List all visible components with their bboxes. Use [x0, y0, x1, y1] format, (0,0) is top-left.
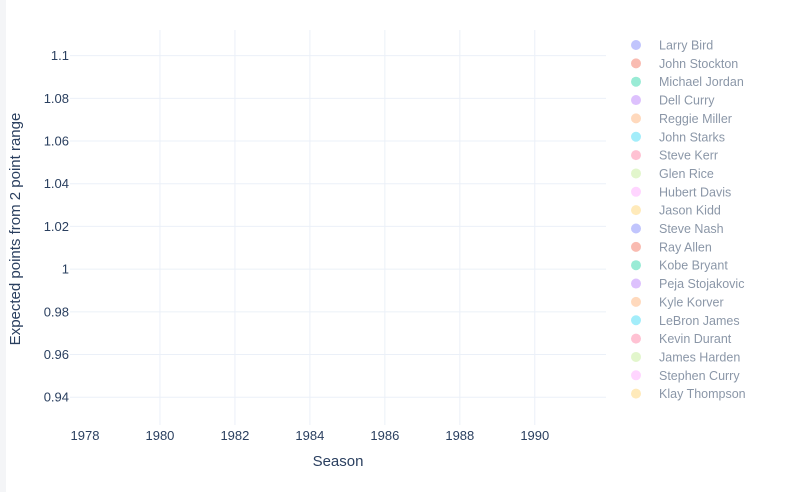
legend-item[interactable]: Hubert Davis	[631, 185, 731, 199]
legend-label: Reggie Miller	[659, 112, 732, 126]
legend-marker	[631, 168, 641, 179]
legend-label: Stephen Curry	[659, 369, 740, 383]
legend-marker	[631, 150, 641, 161]
y-tick-label: 1	[62, 262, 69, 277]
legend-marker	[631, 296, 641, 307]
legend-item[interactable]: Steve Kerr	[631, 149, 718, 163]
legend-marker	[631, 131, 641, 142]
y-tick-label: 1.06	[44, 134, 69, 149]
legend-item[interactable]: Steve Nash	[631, 222, 724, 236]
x-tick-label: 1978	[71, 428, 100, 443]
page-edge	[0, 0, 6, 492]
x-axis-title: Season	[313, 453, 364, 470]
y-tick-label: 1.08	[44, 91, 69, 106]
legend-item[interactable]: Stephen Curry	[631, 369, 740, 383]
legend-label: Michael Jordan	[659, 75, 744, 89]
legend-label: Klay Thompson	[659, 387, 746, 401]
legend-label: James Harden	[659, 350, 740, 364]
legend-label: Kyle Korver	[659, 295, 724, 309]
legend-label: Hubert Davis	[659, 185, 731, 199]
legend-marker	[631, 351, 641, 362]
legend-label: Dell Curry	[659, 94, 715, 108]
y-axis-ticks: 0.94 0.96 0.98 1 1.02 1.04 1.06 1.08 1.1	[44, 48, 69, 405]
legend-marker	[631, 40, 641, 50]
y-tick-label: 1.02	[44, 219, 69, 234]
legend-label: Ray Allen	[659, 240, 712, 254]
y-tick-label: 1.04	[44, 176, 69, 191]
legend-marker	[631, 333, 641, 344]
x-tick-label: 1982	[220, 428, 249, 443]
legend-item[interactable]: Michael Jordan	[631, 75, 744, 89]
y-axis-title: Expected points from 2 point range	[7, 113, 24, 346]
y-tick-label: 1.1	[51, 48, 69, 63]
legend-marker	[631, 370, 641, 381]
legend-item[interactable]: Kyle Korver	[631, 295, 724, 309]
legend-label: LeBron James	[659, 314, 740, 328]
y-tick-label: 0.96	[44, 347, 69, 362]
legend-marker	[631, 58, 641, 69]
legend-marker	[631, 113, 641, 124]
legend-item[interactable]: Klay Thompson	[631, 387, 746, 401]
legend-label: Kobe Bryant	[659, 259, 728, 273]
x-tick-label: 1984	[295, 428, 324, 443]
legend-label: Steve Nash	[659, 222, 724, 236]
legend: Larry Bird John Stockton Michael Jordan Del…	[631, 39, 746, 401]
legend-label: John Starks	[659, 130, 725, 144]
legend-marker	[631, 76, 641, 87]
legend-item[interactable]: John Stockton	[631, 57, 738, 71]
legend-label: John Stockton	[659, 57, 738, 71]
legend-marker	[631, 205, 641, 216]
legend-item[interactable]: John Starks	[631, 130, 725, 144]
legend-label: Peja Stojakovic	[659, 277, 744, 291]
legend-item[interactable]: Larry Bird	[631, 39, 713, 53]
legend-label: Steve Kerr	[659, 149, 718, 163]
legend-item[interactable]: Jason Kidd	[631, 204, 721, 218]
legend-label: Kevin Durant	[659, 332, 732, 346]
legend-marker	[631, 223, 641, 234]
legend-label: Larry Bird	[659, 39, 713, 53]
legend-marker	[631, 388, 641, 399]
legend-item[interactable]: Kevin Durant	[631, 332, 732, 346]
x-tick-label: 1986	[370, 428, 399, 443]
legend-marker	[631, 315, 641, 326]
x-tick-label: 1988	[445, 428, 474, 443]
legend-item[interactable]: Reggie Miller	[631, 112, 732, 126]
legend-label: Glen Rice	[659, 167, 714, 181]
x-tick-label: 1990	[520, 428, 549, 443]
legend-marker	[631, 186, 641, 197]
x-tick-label: 1980	[145, 428, 174, 443]
grid-lines	[70, 30, 606, 425]
legend-marker	[631, 278, 641, 289]
legend-item[interactable]: Kobe Bryant	[631, 259, 728, 273]
x-axis-ticks: 1978 1980 1982 1984 1986 1988 1990	[71, 428, 550, 443]
legend-marker	[631, 95, 641, 106]
y-tick-label: 0.94	[44, 390, 69, 405]
legend-label: Jason Kidd	[659, 204, 721, 218]
legend-marker	[631, 260, 641, 271]
y-tick-label: 0.98	[44, 304, 69, 319]
legend-marker	[631, 241, 641, 252]
legend-item[interactable]: LeBron James	[631, 314, 740, 328]
legend-item[interactable]: James Harden	[631, 350, 740, 364]
legend-item[interactable]: Peja Stojakovic	[631, 277, 744, 291]
legend-item[interactable]: Glen Rice	[631, 167, 714, 181]
legend-item[interactable]: Ray Allen	[631, 240, 712, 254]
legend-item[interactable]: Dell Curry	[631, 94, 715, 108]
